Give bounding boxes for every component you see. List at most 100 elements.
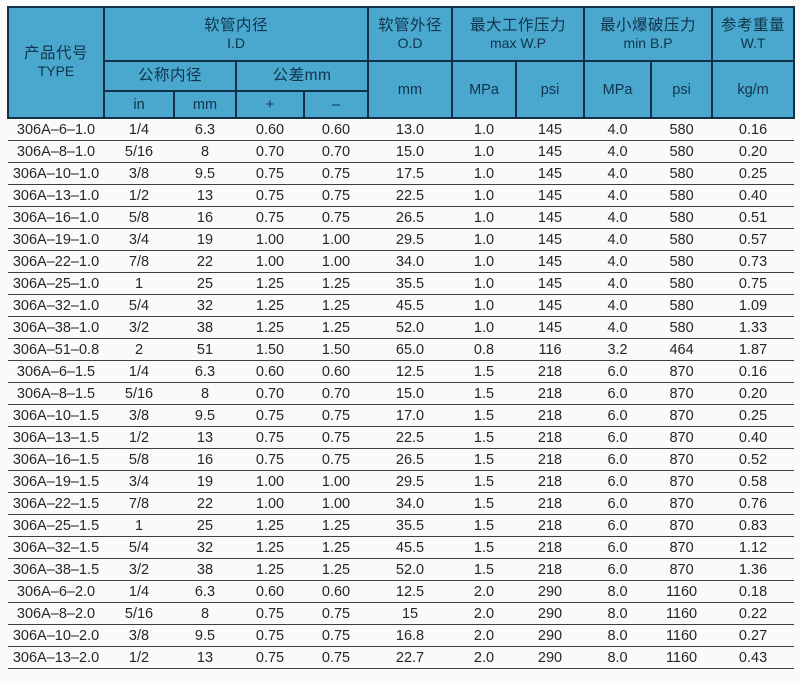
table-cell: 4.0 [584, 206, 652, 229]
header-wp-mpa-unit: MPa [451, 60, 518, 119]
table-row: 306A–13–2.0 1/2 13 0.75 0.75 22.7 2.0 290 8.0 116… [8, 646, 795, 669]
table-cell: 0.75 [304, 184, 369, 207]
table-row: 306A–19–1.5 3/4 19 1.00 1.00 29.5 1.5 218 6.0 870… [8, 470, 795, 493]
table-cell: 306A–19–1.0 [8, 228, 104, 251]
table-cell: 0.8 [452, 338, 517, 361]
table-row: 306A–22–1.5 7/8 22 1.00 1.00 34.0 1.5 218 6.0 870… [8, 492, 795, 515]
table-cell: 1.50 [236, 338, 304, 361]
table-cell: 0.22 [712, 602, 795, 625]
table-cell: 0.75 [304, 404, 369, 427]
table-cell: 0.75 [236, 184, 304, 207]
header-weight-en: W.T [740, 34, 766, 51]
table-cell: 218 [516, 426, 585, 449]
table-cell: 4.0 [584, 140, 652, 163]
table-cell: 1.0 [452, 250, 517, 273]
table-cell: 34.0 [368, 250, 453, 273]
header-product-code: 产品代号 TYPE [7, 6, 105, 119]
table-cell: 1.5 [452, 426, 517, 449]
header-inner-diameter-zh: 软管内径 [204, 16, 269, 34]
table-cell: 145 [516, 294, 585, 317]
table-cell: 1160 [651, 646, 713, 669]
table-cell: 51 [174, 338, 236, 361]
table-cell: 306A–25–1.0 [8, 272, 104, 295]
table-cell: 1/2 [104, 426, 174, 449]
table-cell: 35.5 [368, 272, 453, 295]
header-tol-plus-label: + [265, 96, 275, 113]
table-cell: 0.18 [712, 580, 795, 603]
table-cell: 1.5 [452, 492, 517, 515]
table-cell: 4.0 [584, 184, 652, 207]
table-cell: 1.33 [712, 316, 795, 339]
table-cell: 12.5 [368, 580, 453, 603]
header-outer-diameter-en: O.D [397, 34, 423, 51]
table-cell: 13 [174, 646, 236, 669]
table-cell: 4.0 [584, 228, 652, 251]
table-cell: 1.0 [452, 272, 517, 295]
header-tol-minus: – [302, 90, 370, 119]
header-unit-mm-label: mm [192, 96, 218, 113]
table-row: 306A–32–1.0 5/4 32 1.25 1.25 45.5 1.0 145 4.0 580… [8, 294, 795, 317]
header-unit-mm: mm [173, 90, 237, 119]
table-cell: 218 [516, 514, 585, 537]
table-cell: 4.0 [584, 162, 652, 185]
table-cell: 1.0 [452, 118, 517, 141]
table-cell: 6.0 [584, 404, 652, 427]
table-cell: 1 [104, 514, 174, 537]
table-cell: 5/8 [104, 448, 174, 471]
table-cell: 38 [174, 558, 236, 581]
table-cell: 1160 [651, 602, 713, 625]
table-cell: 1.25 [236, 558, 304, 581]
table-cell: 0.27 [712, 624, 795, 647]
table-cell: 32 [174, 536, 236, 559]
table-cell: 22.5 [368, 426, 453, 449]
table-cell: 4.0 [584, 316, 652, 339]
table-cell: 1.25 [236, 536, 304, 559]
table-cell: 16.8 [368, 624, 453, 647]
header-tol-plus: + [235, 90, 305, 119]
table-cell: 5/4 [104, 294, 174, 317]
table-cell: 0.76 [712, 492, 795, 515]
table-cell: 1/4 [104, 360, 174, 383]
table-cell: 580 [651, 294, 713, 317]
table-cell: 52.0 [368, 316, 453, 339]
table-cell: 580 [651, 316, 713, 339]
header-unit-in-label: in [133, 96, 145, 113]
table-cell: 0.75 [712, 272, 795, 295]
table-cell: 6.3 [174, 580, 236, 603]
table-cell: 4.0 [584, 294, 652, 317]
table-cell: 0.40 [712, 184, 795, 207]
table-cell: 22 [174, 492, 236, 515]
table-cell: 0.43 [712, 646, 795, 669]
table-cell: 218 [516, 558, 585, 581]
table-cell: 306A–25–1.5 [8, 514, 104, 537]
table-cell: 13.0 [368, 118, 453, 141]
table-cell: 6.0 [584, 558, 652, 581]
table-cell: 580 [651, 228, 713, 251]
header-outer-diameter: 软管外径 O.D [367, 6, 454, 62]
header-tolerance: 公差mm [234, 60, 370, 92]
table-cell: 0.40 [712, 426, 795, 449]
table-cell: 6.0 [584, 426, 652, 449]
table-cell: 306A–16–1.5 [8, 448, 104, 471]
table-cell: 306A–10–1.0 [8, 162, 104, 185]
table-row: 306A–10–1.0 3/8 9.5 0.75 0.75 17.5 1.0 145 4.0 58… [8, 162, 795, 185]
table-cell: 6.0 [584, 470, 652, 493]
header-outer-diameter-zh: 软管外径 [378, 16, 443, 34]
table-cell: 5/4 [104, 536, 174, 559]
table-cell: 5/8 [104, 206, 174, 229]
header-inner-diameter-en: I.D [227, 34, 245, 51]
table-cell: 870 [651, 492, 713, 515]
table-cell: 870 [651, 448, 713, 471]
table-cell: 13 [174, 184, 236, 207]
header-nominal-id-label: 公称内径 [137, 67, 202, 85]
table-cell: 9.5 [174, 162, 236, 185]
table-cell: 15.0 [368, 140, 453, 163]
table-cell: 8.0 [584, 602, 652, 625]
table-cell: 116 [516, 338, 585, 361]
table-cell: 13 [174, 426, 236, 449]
table-cell: 35.5 [368, 514, 453, 537]
table-cell: 17.5 [368, 162, 453, 185]
table-cell: 0.57 [712, 228, 795, 251]
table-cell: 0.58 [712, 470, 795, 493]
